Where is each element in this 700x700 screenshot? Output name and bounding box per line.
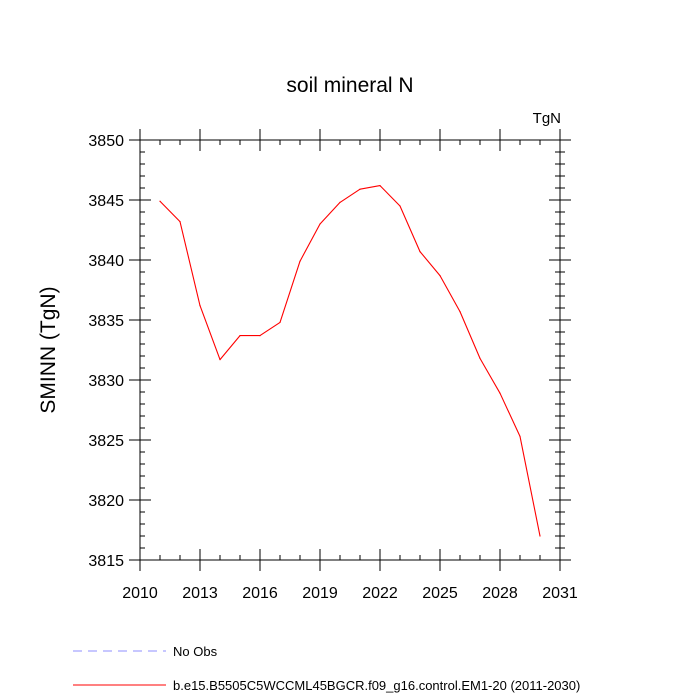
x-tick-label: 2028 <box>482 585 518 602</box>
series-line <box>159 185 541 537</box>
series-point <box>299 260 301 262</box>
plot-frame <box>139 139 561 561</box>
series-point <box>399 205 401 207</box>
y-tick-label: 3835 <box>88 313 124 330</box>
legend-label: b.e15.B5505C5WCCML45BGCR.f09_g16.control… <box>173 678 580 693</box>
y-tick-label: 3850 <box>88 133 124 150</box>
series-point <box>219 359 221 361</box>
series-point <box>419 251 421 253</box>
series-point <box>439 275 441 277</box>
series-layer <box>159 185 541 537</box>
x-tick-label: 2013 <box>182 585 218 602</box>
x-tick-label: 2019 <box>302 585 338 602</box>
x-tick-label: 2016 <box>242 585 278 602</box>
y-tick-label: 3845 <box>88 193 124 210</box>
series-point <box>279 321 281 323</box>
x-tick-label: 2010 <box>122 585 158 602</box>
series-point <box>339 201 341 203</box>
x-tick-label: 2022 <box>362 585 398 602</box>
y-axis-label: SMINN (TgN) <box>37 286 60 413</box>
series-point <box>199 305 201 307</box>
legend: No Obs b.e15.B5505C5WCCML45BGCR.f09_g16.c… <box>73 644 580 693</box>
x-tick-label: 2025 <box>422 585 458 602</box>
x-tick-label: 2031 <box>542 585 578 602</box>
series-point <box>539 535 541 537</box>
y-tick-label: 3825 <box>88 433 124 450</box>
legend-label: No Obs <box>173 644 218 659</box>
series-point <box>519 435 521 437</box>
chart-title: soil mineral N <box>286 74 413 97</box>
series-point <box>479 357 481 359</box>
series-point <box>239 335 241 337</box>
series-point <box>499 392 501 394</box>
y-tick-label: 3830 <box>88 373 124 390</box>
y-tick-label: 3840 <box>88 253 124 270</box>
y-tick-label: 3820 <box>88 493 124 510</box>
series-point <box>179 221 181 223</box>
units-label: TgN <box>533 110 561 127</box>
series-point <box>359 188 361 190</box>
series-point <box>159 200 161 202</box>
series-point <box>319 223 321 225</box>
axis-ticks <box>129 129 571 571</box>
series-point <box>259 335 261 337</box>
series-point <box>379 185 381 187</box>
y-tick-label: 3815 <box>88 553 124 570</box>
series-point <box>459 311 461 313</box>
axis-tick-labels: 2010 2013 2016 2019 2022 2025 2028 2031 3815 3820… <box>88 133 577 602</box>
